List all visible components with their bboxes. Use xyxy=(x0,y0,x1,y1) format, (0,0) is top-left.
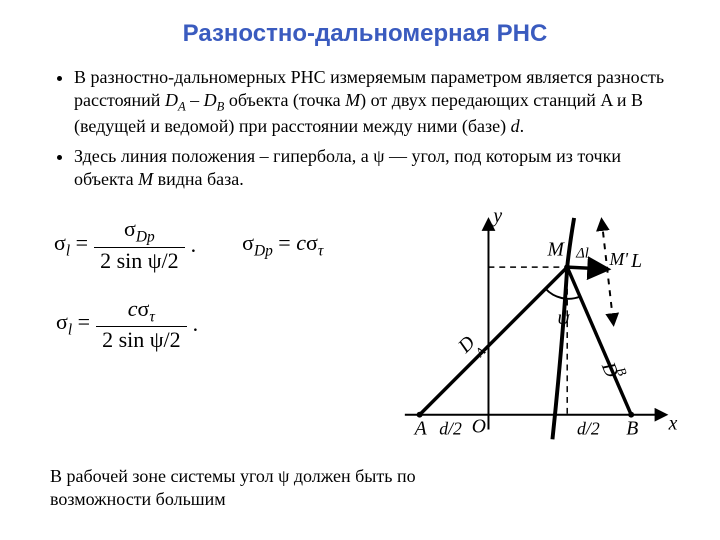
label-x: x xyxy=(667,413,677,435)
formula-sigma-dp: σDp = cστ xyxy=(242,230,323,260)
label-delta-l: Δl xyxy=(575,246,589,262)
footnote: В рабочей зоне системы угол ψ должен быт… xyxy=(50,465,420,510)
formula-sigma-l-2: σl = cστ 2 sin ψ/2 . xyxy=(56,296,385,353)
label-y: y xyxy=(491,206,502,227)
label-d2-right: d/2 xyxy=(577,419,600,439)
formulas-block: σl = σDp 2 sin ψ/2 . σDp = cστ σl = cστ … xyxy=(50,206,385,375)
bullet-2: Здесь линия положения – гипербола, а ψ —… xyxy=(74,145,680,190)
bullet-2-text: Здесь линия положения – гипербола, а ψ —… xyxy=(74,146,621,189)
label-O: O xyxy=(471,416,485,438)
page-title: Разностно-дальномерная РНС xyxy=(50,20,680,48)
label-B: B xyxy=(626,418,638,440)
diagram: y x A B O d/2 d/2 M M' L Δl ψ D A D B xyxy=(395,206,680,466)
label-A: A xyxy=(412,418,427,440)
bullet-1-text: В разностно-дальномерных РНС измеряемым … xyxy=(74,67,664,136)
label-DA: D xyxy=(453,332,479,358)
label-L: L xyxy=(630,250,642,272)
formula-sigma-l-1: σl = σDp 2 sin ψ/2 . σDp = cστ xyxy=(54,216,385,273)
label-d2-left: d/2 xyxy=(439,419,462,439)
bullet-1: В разностно-дальномерных РНС измеряемым … xyxy=(74,66,680,137)
label-psi: ψ xyxy=(557,308,570,330)
label-M: M xyxy=(546,239,565,261)
label-Mprime: M' xyxy=(608,249,629,269)
bullet-list: В разностно-дальномерных РНС измеряемым … xyxy=(50,66,680,190)
